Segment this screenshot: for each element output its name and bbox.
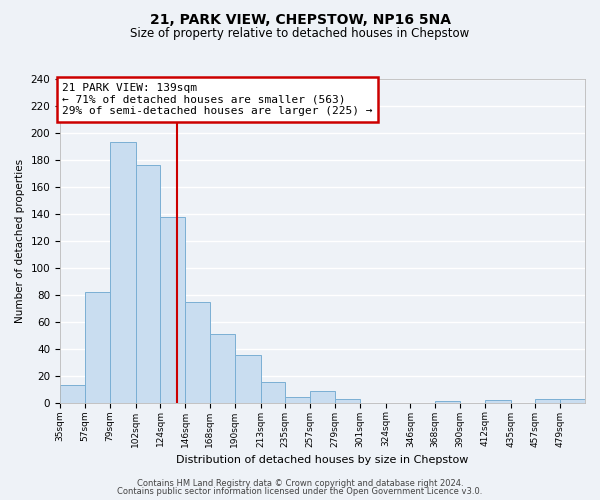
Bar (60, 385, 85, 402)
Bar (136, 166, 160, 402)
Bar (160, 216, 185, 402)
Bar (260, 382, 286, 402)
Text: Contains HM Land Registry data © Crown copyright and database right 2024.: Contains HM Land Registry data © Crown c… (137, 478, 463, 488)
Bar (110, 142, 136, 402)
Bar (535, 398, 560, 402)
Bar (85, 292, 110, 403)
Text: 21 PARK VIEW: 139sqm
← 71% of detached houses are smaller (563)
29% of semi-deta: 21 PARK VIEW: 139sqm ← 71% of detached h… (62, 83, 373, 116)
Bar (210, 334, 235, 402)
Bar (185, 302, 210, 402)
Bar (335, 398, 359, 402)
Bar (310, 390, 335, 402)
Text: 21, PARK VIEW, CHEPSTOW, NP16 5NA: 21, PARK VIEW, CHEPSTOW, NP16 5NA (149, 12, 451, 26)
X-axis label: Distribution of detached houses by size in Chepstow: Distribution of detached houses by size … (176, 455, 469, 465)
Text: Size of property relative to detached houses in Chepstow: Size of property relative to detached ho… (130, 28, 470, 40)
Bar (485, 400, 511, 402)
Bar (235, 356, 260, 403)
Bar (286, 398, 310, 402)
Bar (560, 398, 585, 402)
Text: Contains public sector information licensed under the Open Government Licence v3: Contains public sector information licen… (118, 487, 482, 496)
Y-axis label: Number of detached properties: Number of detached properties (15, 159, 25, 323)
